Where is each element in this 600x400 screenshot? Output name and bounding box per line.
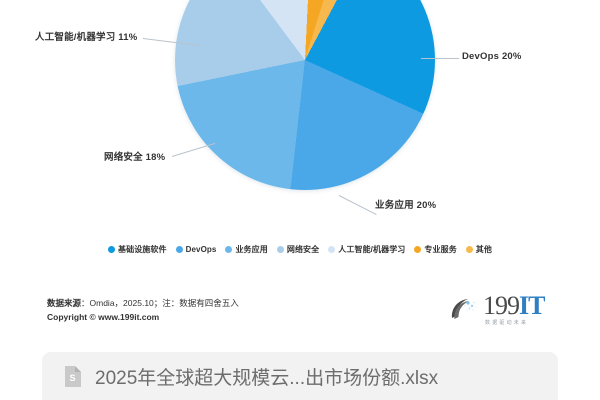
- copyright-label: Copyright ©: [47, 312, 96, 322]
- leader-line-devops: [421, 58, 459, 59]
- source-line: 数据来源：Omdia，2025.10；注：数据有四舍五入: [47, 296, 239, 310]
- legend-color-swatch: [175, 246, 183, 253]
- logo-tagline: 数据驱动未来: [485, 319, 529, 326]
- legend-color-swatch: [414, 246, 422, 253]
- spreadsheet-icon: S: [65, 365, 81, 387]
- pie-chart-area: 人工智能/机器学习 11% 网络安全 18% DevOps 20% 业务应用 2…: [35, 0, 522, 216]
- legend-item-7[interactable]: 其他: [465, 244, 492, 255]
- copyright-url: www.199it.com: [98, 312, 160, 322]
- legend-label: 专业服务: [424, 245, 457, 254]
- logo-swirl-icon: [451, 299, 477, 319]
- source-text: ：Omdia，2025.10；注：数据有四舍五入: [81, 298, 239, 308]
- legend-color-swatch: [225, 246, 233, 253]
- svg-text:S: S: [69, 373, 75, 383]
- pie-disc: [175, 0, 435, 190]
- legend-item-2[interactable]: DevOps: [175, 245, 217, 254]
- leader-line-business: [338, 195, 377, 216]
- logo-main-text: 199IT: [483, 290, 545, 320]
- pie-label-devops: DevOps 20%: [462, 51, 522, 62]
- legend-color-swatch: [328, 246, 336, 253]
- file-attachment-bar[interactable]: S 2025年全球超大规模云...出市场份额.xlsx: [42, 352, 558, 400]
- chart-footer: 数据来源：Omdia，2025.10；注：数据有四舍五入 Copyright ©…: [0, 282, 600, 338]
- 199it-logo: 199IT 数据驱动未来: [448, 288, 566, 330]
- logo-it: IT: [519, 290, 545, 320]
- file-name-label: 2025年全球超大规模云...出市场份额.xlsx: [95, 367, 439, 389]
- legend-item-4[interactable]: 网络安全: [276, 244, 320, 255]
- logo-199: 199: [483, 290, 520, 320]
- legend-label: 网络安全: [286, 245, 320, 254]
- legend-label: DevOps: [185, 245, 217, 254]
- source-block: 数据来源：Omdia，2025.10；注：数据有四舍五入 Copyright ©…: [47, 296, 239, 324]
- copyright-line: Copyright © www.199it.com: [47, 310, 239, 324]
- legend-label: 其他: [475, 245, 492, 254]
- legend-item-3[interactable]: 业务应用: [225, 244, 268, 255]
- legend-label: 业务应用: [235, 245, 268, 254]
- legend-color-swatch: [108, 246, 115, 253]
- legend-color-swatch: [276, 246, 284, 253]
- pie-label-security: 网络安全 18%: [104, 152, 166, 163]
- legend-label: 基础设施软件: [118, 245, 167, 254]
- legend-item-6[interactable]: 专业服务: [414, 244, 457, 255]
- logo-wordmark: 199IT 数据驱动未来: [483, 290, 545, 326]
- legend-item-5[interactable]: 人工智能/机器学习: [328, 244, 405, 255]
- pie-chart: [175, 0, 435, 190]
- legend-color-swatch: [465, 246, 473, 253]
- source-label: 数据来源: [47, 298, 82, 308]
- pie-label-business: 业务应用 20%: [375, 200, 437, 211]
- legend-label: 人工智能/机器学习: [338, 245, 406, 254]
- pie-label-ai: 人工智能/机器学习 11%: [35, 32, 138, 43]
- chart-legend: 基础设施软件 DevOps 业务应用 网络安全 人工智能/机器学习 专业服务 其他: [0, 244, 600, 255]
- legend-item-1[interactable]: 基础设施软件: [108, 244, 167, 255]
